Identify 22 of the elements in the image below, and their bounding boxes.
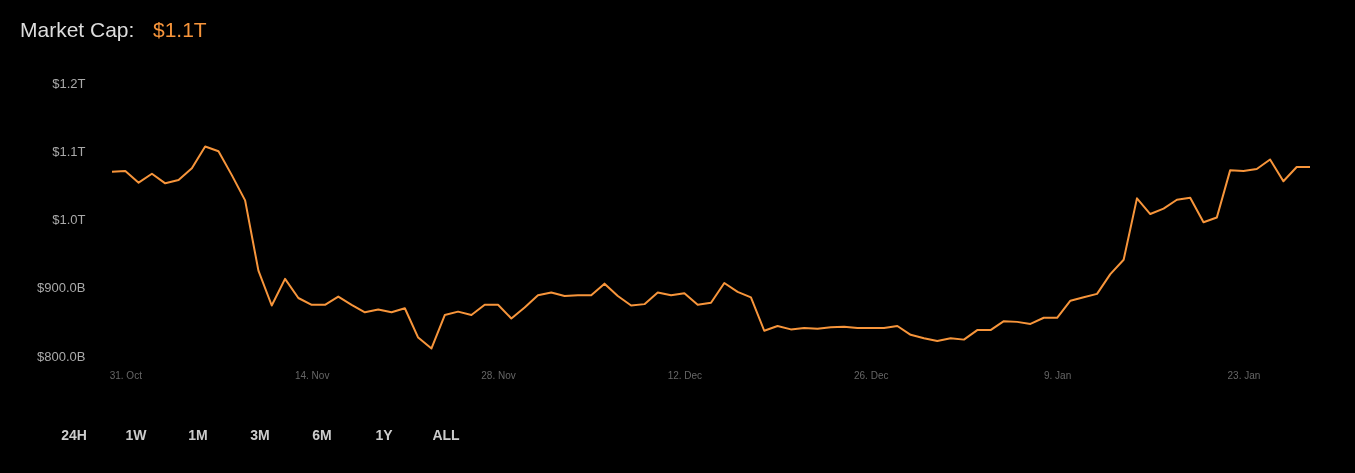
text: 1W [125, 427, 148, 443]
y-tick-label: $1.2T [52, 75, 86, 91]
x-tick-label: 12. Dec [667, 369, 703, 381]
text: 24H [61, 427, 87, 443]
text: 1M [188, 427, 208, 443]
x-tick-label: 23. Jan [1227, 369, 1261, 381]
text: $1.1T [153, 18, 207, 41]
x-tick-label: 14. Nov [294, 369, 330, 381]
y-tick-label: $900.0B [37, 280, 86, 296]
y-tick-label: $1.0T [52, 212, 86, 227]
y-tick-label: $1.1T [52, 143, 86, 159]
y-tick-label: $800.0B [37, 348, 86, 364]
text: 1Y [375, 427, 394, 443]
text: 3M [250, 427, 270, 443]
x-tick-label: 9. Jan [1043, 369, 1072, 381]
line-series [111, 145, 1311, 350]
x-tick-label: 26. Dec [854, 369, 889, 381]
x-tick-label: 31. Oct [109, 369, 143, 381]
x-tick-label: 28. Nov [481, 369, 516, 381]
text: ALL [432, 427, 461, 443]
text: 6M [312, 427, 332, 443]
chart-title: Market Cap: [20, 18, 135, 41]
